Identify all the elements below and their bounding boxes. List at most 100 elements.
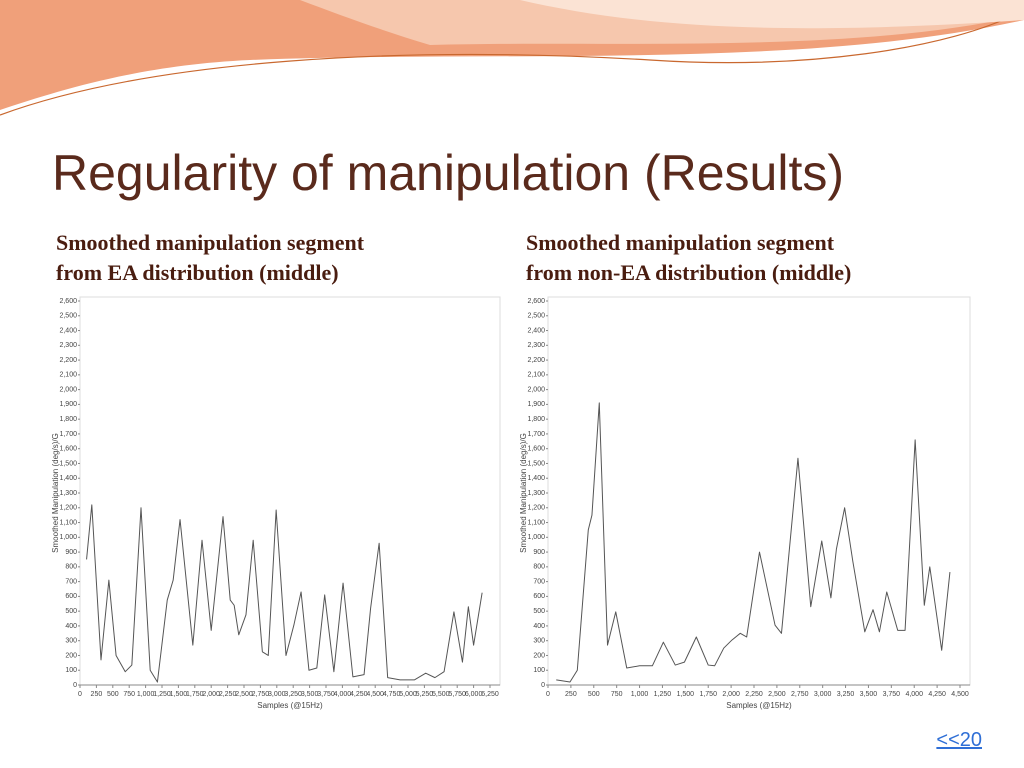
x-tick-label: 4,500 xyxy=(366,691,384,698)
y-tick-label: 2,300 xyxy=(59,342,77,349)
x-tick-label: 4,000 xyxy=(334,691,352,698)
x-tick-label: 2,750 xyxy=(791,691,809,698)
y-tick-label: 500 xyxy=(533,608,545,615)
y-tick-label: 2,100 xyxy=(527,372,545,379)
plot-area xyxy=(547,296,971,686)
y-tick-label: 300 xyxy=(65,638,77,645)
x-tick-label: 2,000 xyxy=(722,691,740,698)
y-tick-label: 1,200 xyxy=(527,505,545,512)
y-tick-label: 2,300 xyxy=(527,342,545,349)
y-tick-label: 1,100 xyxy=(527,519,545,526)
x-tick-label: 3,250 xyxy=(284,691,302,698)
x-tick-label: 5,000 xyxy=(399,691,417,698)
y-tick-label: 1,000 xyxy=(527,534,545,541)
y-tick-label: 1,600 xyxy=(527,446,545,453)
data-line xyxy=(86,504,483,683)
y-tick-label: 1,000 xyxy=(59,534,77,541)
y-tick-label: 400 xyxy=(533,623,545,630)
y-tick-label: 600 xyxy=(533,593,545,600)
x-tick-label: 4,750 xyxy=(383,691,401,698)
plot-area xyxy=(79,296,501,686)
chart-title: Smoothed manipulation segment xyxy=(526,230,835,255)
x-tick-label: 1,750 xyxy=(186,691,204,698)
x-tick-label: 250 xyxy=(91,691,103,698)
y-tick-label: 1,900 xyxy=(527,401,545,408)
x-tick-label: 750 xyxy=(611,691,623,698)
header-wave-pale xyxy=(520,0,1024,29)
y-tick-label: 2,200 xyxy=(59,357,77,364)
x-tick-label: 1,000 xyxy=(137,691,155,698)
chart-title: from EA distribution (middle) xyxy=(56,260,339,285)
y-tick-label: 1,500 xyxy=(59,460,77,467)
y-tick-label: 1,900 xyxy=(59,401,77,408)
y-tick-label: 1,700 xyxy=(59,431,77,438)
y-tick-label: 300 xyxy=(533,638,545,645)
x-axis-label: Samples (@15Hz) xyxy=(726,701,792,710)
x-tick-label: 2,250 xyxy=(219,691,237,698)
y-tick-label: 0 xyxy=(73,682,77,689)
x-tick-label: 5,500 xyxy=(432,691,450,698)
y-tick-label: 200 xyxy=(533,652,545,659)
data-line xyxy=(556,402,951,683)
x-tick-label: 1,500 xyxy=(170,691,188,698)
x-tick-label: 1,500 xyxy=(677,691,695,698)
header-line xyxy=(0,9,1024,116)
y-tick-label: 900 xyxy=(65,549,77,556)
x-tick-label: 4,500 xyxy=(951,691,969,698)
x-tick-label: 6,000 xyxy=(465,691,483,698)
y-tick-label: 200 xyxy=(65,652,77,659)
y-tick-label: 1,400 xyxy=(59,475,77,482)
y-tick-label: 2,400 xyxy=(527,327,545,334)
chart-title: from non-EA distribution (middle) xyxy=(526,260,851,285)
x-tick-label: 3,750 xyxy=(317,691,335,698)
y-tick-label: 600 xyxy=(65,593,77,600)
x-tick-label: 2,000 xyxy=(202,691,220,698)
back-link-text[interactable]: <<20 xyxy=(936,729,982,751)
y-tick-label: 1,200 xyxy=(59,505,77,512)
y-tick-label: 700 xyxy=(65,578,77,585)
y-tick-label: 2,600 xyxy=(59,298,77,305)
y-tick-label: 1,300 xyxy=(527,490,545,497)
y-tick-label: 2,500 xyxy=(527,313,545,320)
x-tick-label: 3,750 xyxy=(883,691,901,698)
y-axis-label: Smoothed Manipulation (deg/s)/G xyxy=(519,433,528,553)
x-tick-label: 4,250 xyxy=(350,691,368,698)
x-tick-label: 1,000 xyxy=(631,691,649,698)
x-tick-label: 1,250 xyxy=(654,691,672,698)
x-tick-label: 3,000 xyxy=(268,691,286,698)
x-tick-label: 2,750 xyxy=(252,691,270,698)
y-axis-label: Smoothed Manipulation (deg/s)/G xyxy=(51,433,60,553)
x-tick-label: 6,250 xyxy=(481,691,499,698)
y-tick-label: 400 xyxy=(65,623,77,630)
x-tick-label: 500 xyxy=(107,691,119,698)
back-link[interactable]: <<20 xyxy=(936,729,982,751)
y-tick-label: 900 xyxy=(533,549,545,556)
x-tick-label: 2,250 xyxy=(745,691,763,698)
slide-title: Regularity of manipulation (Results) xyxy=(52,145,844,201)
x-axis-label: Samples (@15Hz) xyxy=(257,701,323,710)
x-tick-label: 2,500 xyxy=(235,691,253,698)
y-tick-label: 0 xyxy=(541,682,545,689)
y-tick-label: 1,400 xyxy=(527,475,545,482)
x-tick-label: 3,000 xyxy=(814,691,832,698)
x-tick-label: 0 xyxy=(546,691,550,698)
y-tick-label: 2,600 xyxy=(527,298,545,305)
y-tick-label: 1,500 xyxy=(527,460,545,467)
y-tick-label: 500 xyxy=(65,608,77,615)
x-tick-label: 5,750 xyxy=(448,691,466,698)
y-tick-label: 1,600 xyxy=(59,446,77,453)
y-tick-label: 2,000 xyxy=(527,386,545,393)
chart-title: Smoothed manipulation segment xyxy=(56,230,365,255)
y-tick-label: 100 xyxy=(65,667,77,674)
x-tick-label: 1,750 xyxy=(699,691,717,698)
x-tick-label: 3,500 xyxy=(301,691,319,698)
y-tick-label: 1,800 xyxy=(59,416,77,423)
y-tick-label: 2,400 xyxy=(59,327,77,334)
y-tick-label: 2,500 xyxy=(59,313,77,320)
x-tick-label: 4,250 xyxy=(928,691,946,698)
y-tick-label: 2,200 xyxy=(527,357,545,364)
y-tick-label: 2,000 xyxy=(59,386,77,393)
x-tick-label: 3,250 xyxy=(837,691,855,698)
y-tick-label: 800 xyxy=(533,564,545,571)
y-tick-label: 100 xyxy=(533,667,545,674)
